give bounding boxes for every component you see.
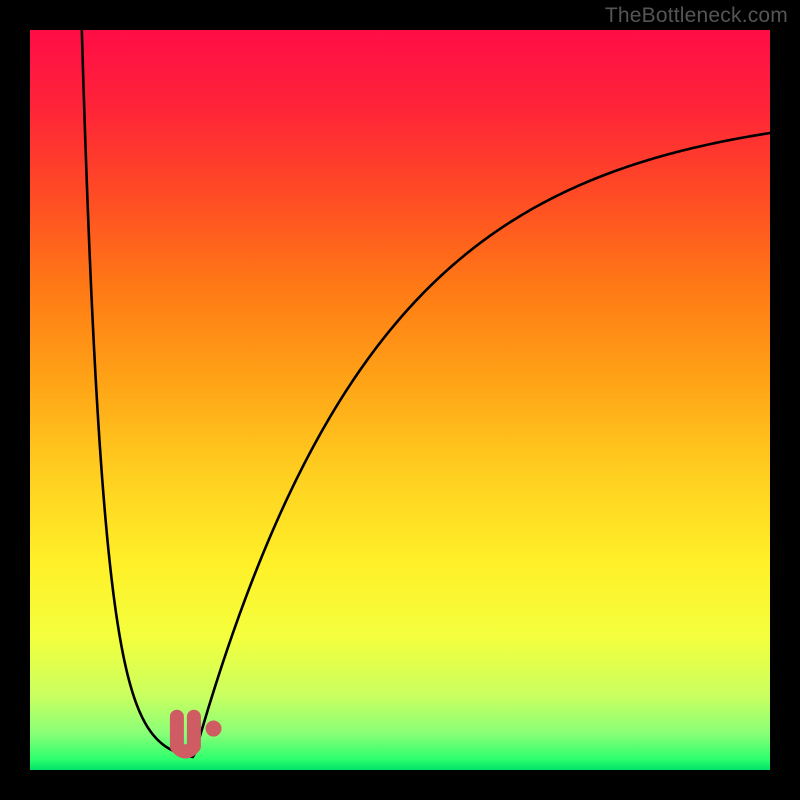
- bottleneck-chart: [0, 0, 800, 800]
- dot-marker: [206, 721, 222, 737]
- plot-area: [30, 30, 770, 770]
- watermark-text: TheBottleneck.com: [605, 4, 788, 28]
- chart-container: TheBottleneck.com: [0, 0, 800, 800]
